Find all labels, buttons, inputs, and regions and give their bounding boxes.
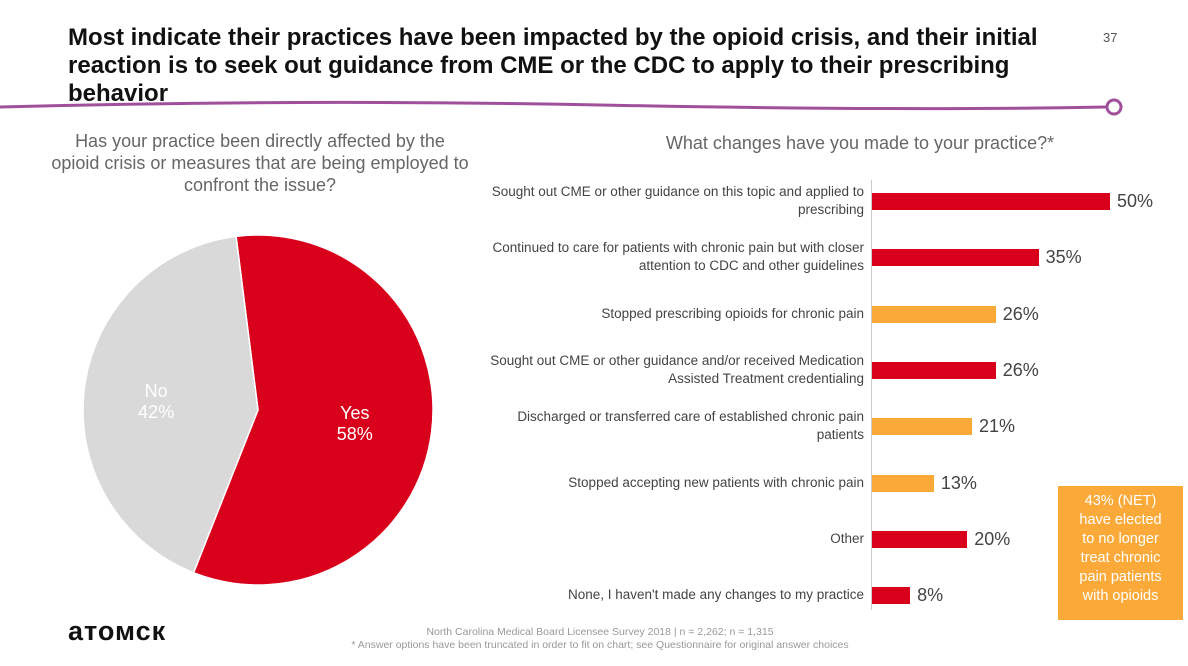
bar-value-label: 8% xyxy=(917,585,944,606)
bar xyxy=(872,587,911,605)
bar xyxy=(872,193,1110,210)
bar-value-label: 13% xyxy=(940,472,977,493)
pie-label-name: No xyxy=(145,381,168,401)
pie-label-name: Yes xyxy=(340,403,369,423)
net-callout: 43% (NET) have elected to no longer trea… xyxy=(1058,486,1183,620)
atomck-logo: aтомск xyxy=(68,616,167,646)
bar xyxy=(872,249,1039,267)
bar-value-label: 21% xyxy=(978,416,1015,437)
bar xyxy=(872,418,972,436)
bar-category-label: Sought out CME or other guidance on this… xyxy=(491,184,864,217)
bar xyxy=(872,305,996,323)
bar-question: What changes have you made to your pract… xyxy=(665,133,1055,153)
bar-value-label: 26% xyxy=(1002,303,1039,324)
pie-question: Has your practice been directly affected… xyxy=(51,131,469,195)
bar xyxy=(872,474,934,492)
pie-slice-no xyxy=(82,235,259,574)
bar-category-label: Other xyxy=(830,530,864,546)
bar xyxy=(872,530,968,548)
bar-category-label: None, I haven't made any changes to my p… xyxy=(568,587,864,603)
bar-axis xyxy=(871,180,872,610)
bar-category-label: Sought out CME or other guidance and/or … xyxy=(490,352,864,386)
bar-category-label: Stopped accepting new patients with chro… xyxy=(568,474,864,490)
accent-line xyxy=(0,98,1123,116)
footnote: * Answer options have been truncated in … xyxy=(351,639,849,651)
page-number: 37 xyxy=(1103,30,1118,45)
bar-value-label: 26% xyxy=(1002,359,1039,380)
pie-slice-yes xyxy=(192,234,434,586)
bar-category-label: Continued to care for patients with chro… xyxy=(492,240,864,274)
pie-label-value: 58% xyxy=(337,424,373,444)
bar-value-label: 50% xyxy=(1117,191,1154,211)
bar-category-label: Discharged or transferred care of establ… xyxy=(517,409,864,443)
bar xyxy=(872,361,996,379)
source-note: North Carolina Medical Board Licensee Su… xyxy=(426,626,774,638)
slide-title: Most indicate their practices have been … xyxy=(68,24,1038,107)
bar-category-label: Stopped prescribing opioids for chronic … xyxy=(601,305,864,321)
bar-value-label: 35% xyxy=(1045,247,1082,268)
pie-label-value: 42% xyxy=(138,402,174,422)
bar-value-label: 20% xyxy=(974,528,1011,549)
